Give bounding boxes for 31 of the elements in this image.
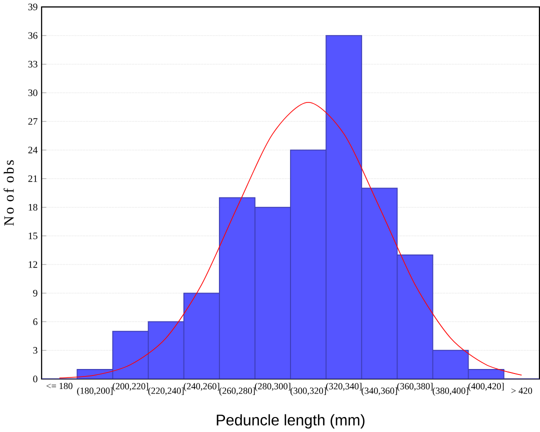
y-tick-label: 6 xyxy=(33,318,38,325)
x-tick-label: <= 180 xyxy=(46,382,72,390)
x-tick-label: > 420 xyxy=(511,388,532,394)
line-series xyxy=(58,102,522,378)
x-tick-label: (280,300] xyxy=(254,382,290,392)
y-tick-label: 39 xyxy=(28,4,38,10)
y-tick-label: 15 xyxy=(28,232,38,240)
x-tick-label: (220,240] xyxy=(148,387,184,396)
y-tick-label: 3 xyxy=(33,346,38,354)
y-tick-label: 27 xyxy=(28,118,38,125)
x-tick-label: (200,220] xyxy=(112,382,148,392)
x-tick-label: (260,280] xyxy=(219,387,255,396)
x-axis-title: Peduncle length (mm) xyxy=(216,414,364,428)
x-tick-label: (360,380] xyxy=(397,382,433,392)
y-tick-label: 30 xyxy=(28,89,38,96)
x-tick-label: (320,340] xyxy=(326,382,362,392)
y-tick-label: 33 xyxy=(28,60,38,68)
x-tick-label: (240,260] xyxy=(184,382,220,392)
y-tick-label: 0 xyxy=(33,376,38,382)
x-tick-label: (340,360] xyxy=(362,387,397,396)
x-tick-label: (180,200] xyxy=(77,387,112,396)
y-tick-label: 18 xyxy=(28,204,38,211)
x-tick-label: (400,420] xyxy=(468,382,504,392)
y-tick-label: 24 xyxy=(28,146,38,154)
x-tick-label: (300,320] xyxy=(290,387,326,396)
y-tick-label: 36 xyxy=(28,32,38,39)
y-tick-label: 9 xyxy=(33,290,38,296)
y-tick-label: 21 xyxy=(28,175,38,182)
y-axis-title: No of obs xyxy=(4,160,14,226)
x-tick-label: (380,400] xyxy=(432,387,468,396)
y-tick-label: 12 xyxy=(28,261,38,268)
